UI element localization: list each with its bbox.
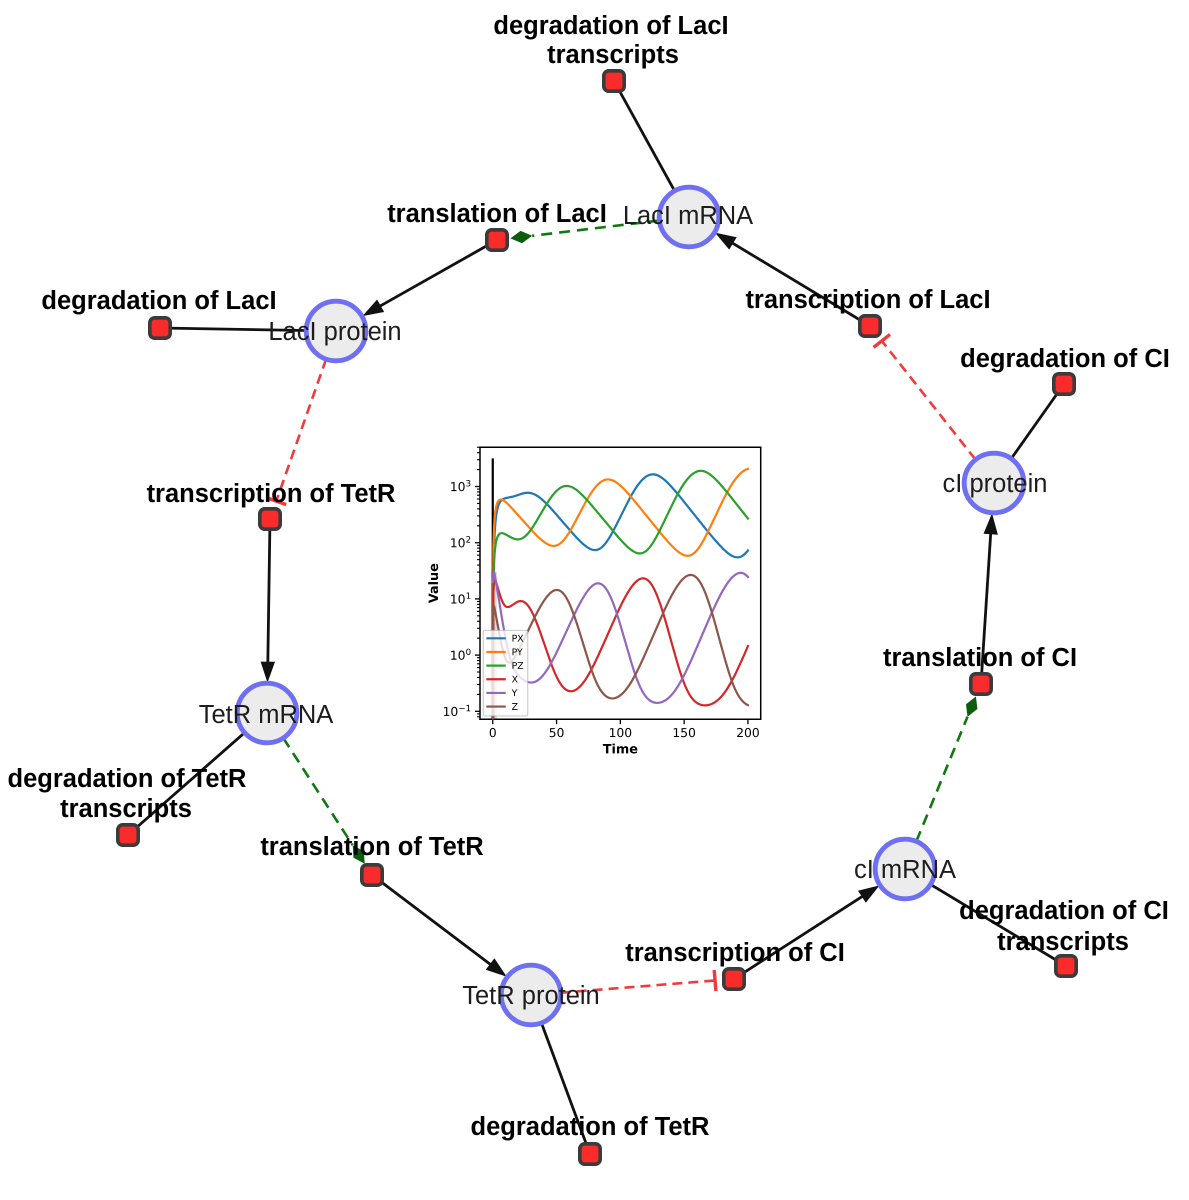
svg-text:transcription of CI: transcription of CI xyxy=(625,939,845,967)
svg-text:TetR protein: TetR protein xyxy=(462,982,600,1010)
svg-text:cI protein: cI protein xyxy=(943,470,1048,498)
svg-text:translation of LacI: translation of LacI xyxy=(387,200,607,228)
svg-text:transcripts: transcripts xyxy=(547,41,679,69)
svg-text:translation of TetR: translation of TetR xyxy=(260,833,483,861)
svg-text:cI mRNA: cI mRNA xyxy=(854,856,956,884)
svg-text:degradation of TetR: degradation of TetR xyxy=(8,765,247,793)
svg-text:degradation of CI: degradation of CI xyxy=(960,345,1170,373)
svg-text:degradation of LacI: degradation of LacI xyxy=(41,287,276,315)
svg-text:degradation of CI: degradation of CI xyxy=(959,897,1169,925)
svg-text:transcripts: transcripts xyxy=(997,928,1129,956)
svg-text:translation of CI: translation of CI xyxy=(883,644,1077,672)
svg-text:LacI protein: LacI protein xyxy=(268,318,401,346)
svg-text:degradation of LacI: degradation of LacI xyxy=(493,12,728,40)
svg-text:transcription of LacI: transcription of LacI xyxy=(745,286,990,314)
svg-text:TetR mRNA: TetR mRNA xyxy=(199,701,334,729)
svg-text:transcription of TetR: transcription of TetR xyxy=(147,480,396,508)
svg-text:degradation of TetR: degradation of TetR xyxy=(471,1113,710,1141)
svg-text:transcripts: transcripts xyxy=(60,795,192,823)
svg-text:LacI mRNA: LacI mRNA xyxy=(623,202,753,230)
